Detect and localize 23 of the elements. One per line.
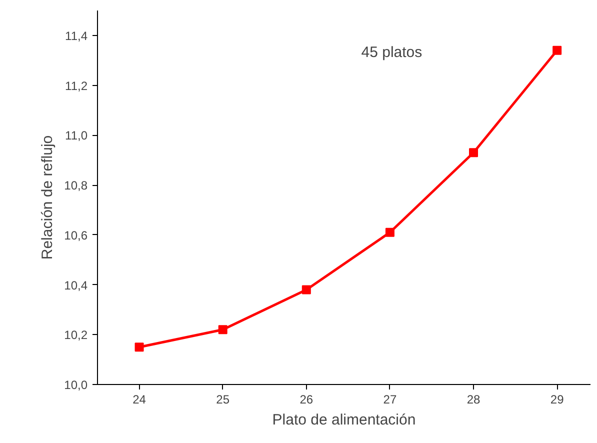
point bbox=[134, 342, 144, 352]
x-tick-label: 24 bbox=[132, 392, 146, 406]
point bbox=[302, 285, 311, 294]
y-tick-label: 10,6 bbox=[64, 228, 88, 242]
y-tick-label: 11,2 bbox=[65, 78, 88, 93]
point bbox=[469, 148, 478, 158]
x-axis-title: Plato de alimentación bbox=[272, 412, 416, 428]
x-tick-label: 28 bbox=[466, 392, 481, 406]
y-tick-label: 10,4 bbox=[64, 278, 88, 292]
y-tick-label: 11,0 bbox=[65, 128, 88, 143]
y-tick-label: 10,2 bbox=[64, 328, 88, 342]
point bbox=[385, 228, 394, 237]
y-tick-label: 10,8 bbox=[64, 178, 88, 193]
point bbox=[218, 325, 228, 334]
x-tick-label: 29 bbox=[550, 392, 564, 406]
x-tick-label: 26 bbox=[300, 392, 314, 406]
annotation: 45 platos bbox=[361, 44, 422, 61]
x-tick-label: 27 bbox=[383, 392, 397, 406]
y-tick-label: 10,0 bbox=[64, 378, 88, 392]
y-axis-title: Relación de reflujo bbox=[39, 135, 56, 260]
y-tick-label: 11,4 bbox=[65, 28, 88, 43]
x-tick-label: 25 bbox=[216, 392, 230, 406]
point bbox=[552, 46, 562, 55]
